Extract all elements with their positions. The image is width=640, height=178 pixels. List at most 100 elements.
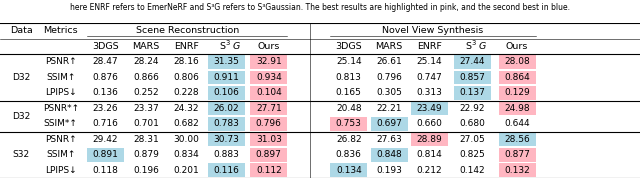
Text: 0.814: 0.814: [417, 150, 442, 159]
Text: 28.47: 28.47: [93, 57, 118, 66]
Text: D32: D32: [12, 112, 30, 121]
Text: SSIM*↑: SSIM*↑: [44, 119, 77, 128]
Text: 0.644: 0.644: [504, 119, 530, 128]
Text: 0.897: 0.897: [256, 150, 282, 159]
Text: S: S: [465, 42, 471, 51]
Text: 25.14: 25.14: [417, 57, 442, 66]
Bar: [499, 86, 536, 100]
Bar: [208, 163, 245, 177]
Bar: [411, 101, 448, 115]
Text: 27.63: 27.63: [376, 135, 402, 144]
Text: 0.876: 0.876: [93, 73, 118, 82]
Text: 28.56: 28.56: [504, 135, 530, 144]
Bar: [454, 70, 491, 84]
Text: 30.73: 30.73: [214, 135, 239, 144]
Text: 27.44: 27.44: [460, 57, 485, 66]
Text: 0.911: 0.911: [214, 73, 239, 82]
Text: 0.697: 0.697: [376, 119, 402, 128]
Bar: [250, 163, 287, 177]
Text: 0.132: 0.132: [504, 166, 530, 175]
Text: Novel View Synthesis: Novel View Synthesis: [382, 26, 484, 35]
Text: 26.61: 26.61: [376, 57, 402, 66]
Text: 24.32: 24.32: [173, 104, 199, 113]
Text: 31.35: 31.35: [214, 57, 239, 66]
Text: 0.313: 0.313: [417, 88, 442, 97]
Text: 28.89: 28.89: [417, 135, 442, 144]
Text: 0.142: 0.142: [460, 166, 485, 175]
Text: 0.137: 0.137: [460, 88, 485, 97]
Text: 26.02: 26.02: [214, 104, 239, 113]
Text: 27.05: 27.05: [460, 135, 485, 144]
Text: 0.212: 0.212: [417, 166, 442, 175]
Bar: [208, 70, 245, 84]
Text: 0.866: 0.866: [133, 73, 159, 82]
Bar: [250, 132, 287, 146]
Bar: [371, 148, 408, 162]
Text: 0.134: 0.134: [336, 166, 362, 175]
Text: 0.806: 0.806: [173, 73, 199, 82]
Bar: [499, 163, 536, 177]
Text: 0.716: 0.716: [93, 119, 118, 128]
Text: 27.71: 27.71: [256, 104, 282, 113]
Text: MARS: MARS: [376, 42, 403, 51]
Text: 0.796: 0.796: [256, 119, 282, 128]
Bar: [371, 117, 408, 131]
Text: Ours: Ours: [258, 42, 280, 51]
Text: 3: 3: [472, 40, 476, 46]
Text: 3DGS: 3DGS: [92, 42, 119, 51]
Bar: [499, 101, 536, 115]
Text: SSIM↑: SSIM↑: [46, 73, 76, 82]
Text: PSNR↑: PSNR↑: [45, 135, 77, 144]
Text: 0.116: 0.116: [214, 166, 239, 175]
Bar: [250, 70, 287, 84]
Bar: [87, 148, 124, 162]
Text: 0.104: 0.104: [256, 88, 282, 97]
Text: 23.26: 23.26: [93, 104, 118, 113]
Text: 0.877: 0.877: [504, 150, 530, 159]
Text: 0.118: 0.118: [93, 166, 118, 175]
Text: 25.14: 25.14: [336, 57, 362, 66]
Text: 28.08: 28.08: [504, 57, 530, 66]
Bar: [208, 117, 245, 131]
Bar: [250, 86, 287, 100]
Text: 0.228: 0.228: [173, 88, 199, 97]
Bar: [250, 55, 287, 69]
Bar: [454, 86, 491, 100]
Text: 32.91: 32.91: [256, 57, 282, 66]
Text: 0.879: 0.879: [133, 150, 159, 159]
Text: 0.196: 0.196: [133, 166, 159, 175]
Bar: [330, 163, 367, 177]
Text: 28.24: 28.24: [133, 57, 159, 66]
Text: 3DGS: 3DGS: [335, 42, 362, 51]
Text: G: G: [232, 42, 240, 51]
Text: 0.783: 0.783: [214, 119, 239, 128]
Text: 28.31: 28.31: [133, 135, 159, 144]
Bar: [250, 101, 287, 115]
Text: LPIPS↓: LPIPS↓: [45, 88, 77, 97]
Bar: [208, 132, 245, 146]
Bar: [250, 148, 287, 162]
Text: PSNR↑: PSNR↑: [45, 57, 77, 66]
Text: 26.82: 26.82: [336, 135, 362, 144]
Text: 0.201: 0.201: [173, 166, 199, 175]
Text: 28.16: 28.16: [173, 57, 199, 66]
Text: SSIM↑: SSIM↑: [46, 150, 76, 159]
Bar: [208, 101, 245, 115]
Text: Ours: Ours: [506, 42, 528, 51]
Bar: [499, 132, 536, 146]
Text: MARS: MARS: [132, 42, 159, 51]
Text: 0.836: 0.836: [336, 150, 362, 159]
Text: 0.252: 0.252: [133, 88, 159, 97]
Text: 0.701: 0.701: [133, 119, 159, 128]
Text: 29.42: 29.42: [93, 135, 118, 144]
Bar: [330, 117, 367, 131]
Text: 0.680: 0.680: [460, 119, 485, 128]
Text: 0.747: 0.747: [417, 73, 442, 82]
Text: 0.934: 0.934: [256, 73, 282, 82]
Text: 31.03: 31.03: [256, 135, 282, 144]
Text: 0.106: 0.106: [214, 88, 239, 97]
Text: here ENRF refers to EmerNeRF and S³G refers to S³Gaussian. The best results are : here ENRF refers to EmerNeRF and S³G ref…: [70, 3, 570, 12]
Text: S: S: [220, 42, 225, 51]
Text: 0.848: 0.848: [376, 150, 402, 159]
Text: 0.796: 0.796: [376, 73, 402, 82]
